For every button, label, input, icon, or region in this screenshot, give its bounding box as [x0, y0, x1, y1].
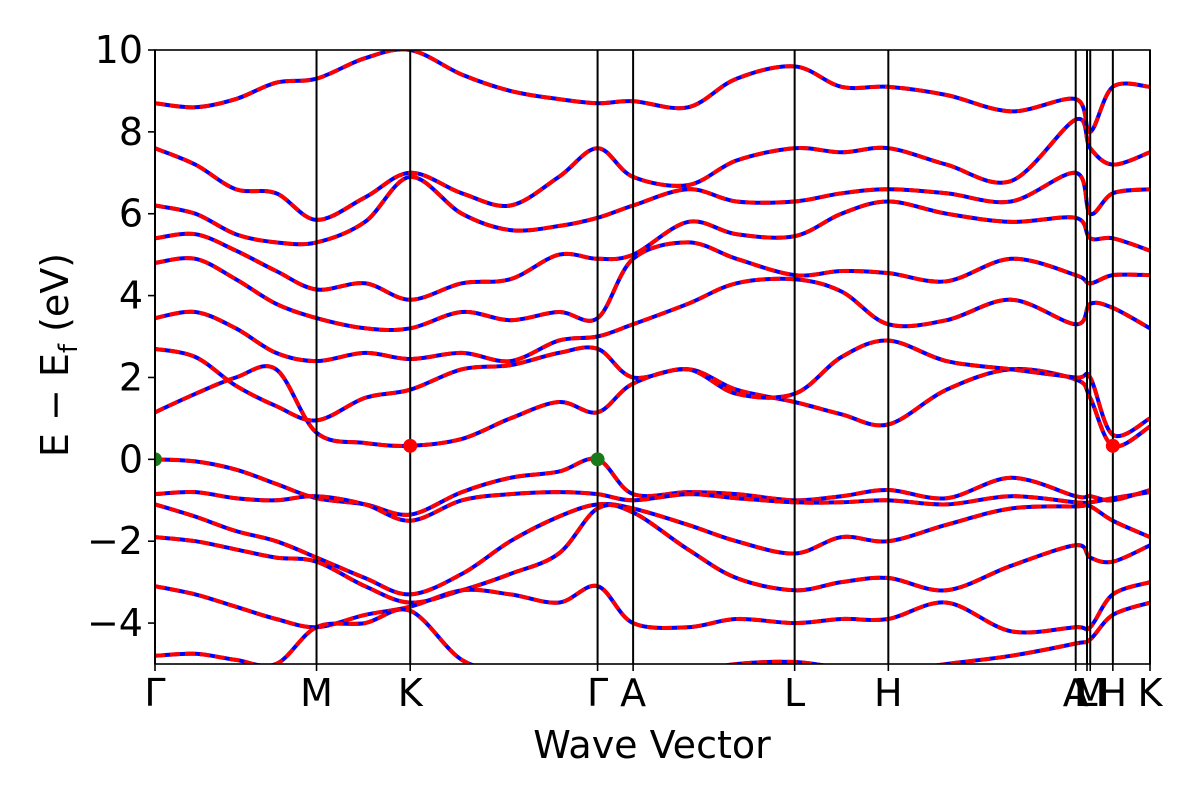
- y-tick-label: 2: [119, 355, 143, 399]
- band-line-secondary: [155, 364, 1150, 449]
- band-11: [155, 199, 1150, 302]
- band-line-secondary: [155, 276, 1150, 364]
- band-edge-markers: [155, 438, 1120, 467]
- band-5: [155, 580, 1150, 635]
- band-line-primary: [155, 276, 1150, 364]
- y-axis-label: E − Ef (eV): [33, 253, 84, 457]
- y-tick-label: 6: [119, 192, 143, 236]
- band-line-primary: [155, 502, 1150, 605]
- band-7: [155, 364, 1150, 449]
- x-axis-label: Wave Vector: [533, 723, 771, 767]
- y-axis-ticks: −4 −2 0 2 4 6 8 10: [87, 28, 155, 645]
- cbm-marker: [403, 438, 418, 453]
- y-tick-label: 0: [119, 437, 143, 481]
- x-tick-label: L: [1076, 671, 1097, 715]
- band-14: [155, 50, 1150, 134]
- band-line-secondary: [155, 600, 1150, 664]
- x-tick-label: Γ: [144, 671, 165, 715]
- x-tick-label: A: [620, 671, 646, 715]
- y-tick-label: 8: [119, 110, 143, 154]
- band-1: [155, 456, 1150, 517]
- bands-layer: [155, 50, 1150, 664]
- y-axis-label-subscript: f: [54, 343, 84, 353]
- band-line-secondary: [155, 116, 1150, 222]
- x-tick-label: K: [1138, 671, 1164, 715]
- cbm-marker: [1105, 438, 1120, 453]
- band-line-secondary: [155, 456, 1150, 517]
- band-line-secondary: [155, 50, 1150, 134]
- plot-frame: [154, 49, 1151, 665]
- y-tick-label: 4: [119, 274, 143, 318]
- band-6: [155, 600, 1150, 664]
- band-4: [155, 502, 1150, 605]
- band-line-secondary: [155, 338, 1150, 439]
- x-tick-label: M: [1074, 671, 1107, 715]
- y-tick-label: −4: [87, 601, 143, 645]
- y-axis-label-unit: (eV): [33, 253, 77, 344]
- x-tick-label: K: [398, 671, 424, 715]
- band-8: [155, 338, 1150, 439]
- band-line-primary: [155, 116, 1150, 222]
- band-line-primary: [155, 580, 1150, 635]
- y-axis-label-main: E − E: [33, 353, 77, 457]
- vbm-marker: [590, 452, 605, 467]
- band-13: [155, 116, 1150, 222]
- band-line-primary: [155, 456, 1150, 517]
- x-tick-label: H: [1099, 671, 1128, 715]
- y-tick-label: −2: [87, 519, 143, 563]
- x-tick-label: H: [874, 671, 903, 715]
- band-3: [155, 501, 1150, 597]
- x-tick-label: Γ: [587, 671, 608, 715]
- vbm-marker: [155, 452, 162, 467]
- band-line-primary: [155, 501, 1150, 597]
- x-tick-label: L: [784, 671, 805, 715]
- band-line-primary: [155, 364, 1150, 449]
- band-line-secondary: [155, 501, 1150, 597]
- band-line-primary: [155, 50, 1150, 134]
- y-tick-label: 10: [95, 28, 143, 72]
- band-9: [155, 276, 1150, 364]
- x-tick-label: A: [1063, 671, 1089, 715]
- band-line-secondary: [155, 199, 1150, 302]
- band-line-primary: [155, 600, 1150, 664]
- band-line-primary: [155, 338, 1150, 439]
- x-tick-label: M: [300, 671, 333, 715]
